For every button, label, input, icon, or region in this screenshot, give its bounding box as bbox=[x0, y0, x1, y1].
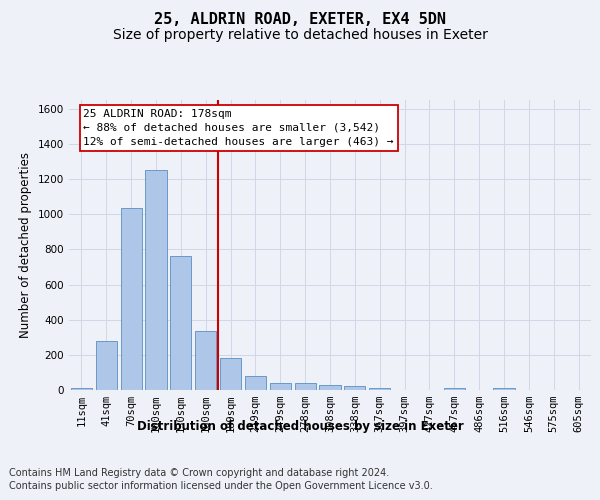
Bar bbox=[96, 341, 117, 390]
Bar bbox=[493, 388, 515, 390]
Y-axis label: Number of detached properties: Number of detached properties bbox=[19, 152, 32, 338]
Text: Contains HM Land Registry data © Crown copyright and database right 2024.: Contains HM Land Registry data © Crown c… bbox=[9, 468, 389, 477]
Bar bbox=[71, 388, 92, 390]
Text: Contains public sector information licensed under the Open Government Licence v3: Contains public sector information licen… bbox=[9, 481, 433, 491]
Text: Size of property relative to detached houses in Exeter: Size of property relative to detached ho… bbox=[113, 28, 487, 42]
Bar bbox=[319, 385, 341, 390]
Bar bbox=[270, 382, 291, 390]
Bar bbox=[444, 388, 465, 390]
Bar bbox=[170, 256, 191, 390]
Bar bbox=[145, 170, 167, 390]
Bar bbox=[220, 358, 241, 390]
Text: 25 ALDRIN ROAD: 178sqm
← 88% of detached houses are smaller (3,542)
12% of semi-: 25 ALDRIN ROAD: 178sqm ← 88% of detached… bbox=[83, 109, 394, 147]
Bar bbox=[245, 376, 266, 390]
Bar bbox=[121, 208, 142, 390]
Bar bbox=[195, 331, 216, 390]
Bar bbox=[369, 388, 390, 390]
Text: Distribution of detached houses by size in Exeter: Distribution of detached houses by size … bbox=[137, 420, 463, 433]
Bar bbox=[295, 384, 316, 390]
Text: 25, ALDRIN ROAD, EXETER, EX4 5DN: 25, ALDRIN ROAD, EXETER, EX4 5DN bbox=[154, 12, 446, 28]
Bar bbox=[344, 386, 365, 390]
